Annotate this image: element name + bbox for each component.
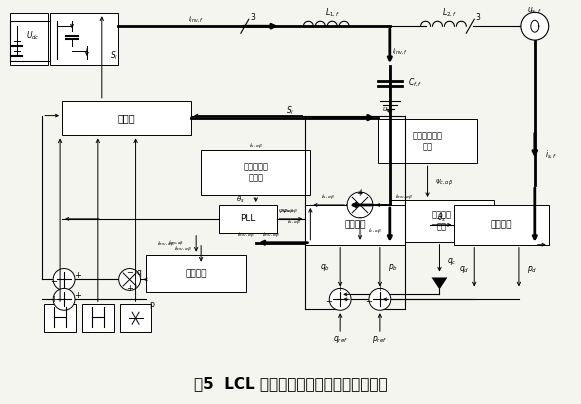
Bar xyxy=(219,205,277,233)
Text: 功率估算: 功率估算 xyxy=(185,269,207,278)
Text: $C_{f,f}$: $C_{f,f}$ xyxy=(408,77,422,89)
Text: $U_{dc}$: $U_{dc}$ xyxy=(26,30,40,42)
Circle shape xyxy=(521,12,548,40)
Text: $i_{inv,\alpha\beta}$: $i_{inv,\alpha\beta}$ xyxy=(237,231,255,241)
Text: $q_b$: $q_b$ xyxy=(320,262,330,273)
Bar xyxy=(50,13,118,65)
Text: $-$: $-$ xyxy=(365,295,373,304)
Text: $\theta_s$: $\theta_s$ xyxy=(437,212,446,224)
Text: $\psi_{s,\alpha\beta}$: $\psi_{s,\alpha\beta}$ xyxy=(278,207,295,217)
Text: $L_{1,f}$: $L_{1,f}$ xyxy=(325,7,340,19)
Text: 谐波控制: 谐波控制 xyxy=(345,220,366,229)
Text: $+$: $+$ xyxy=(50,295,58,304)
Text: $q_c$: $q_c$ xyxy=(447,256,457,267)
Bar xyxy=(201,150,310,195)
Text: p: p xyxy=(149,300,155,309)
Circle shape xyxy=(119,269,141,290)
Text: $u_{dc}$: $u_{dc}$ xyxy=(382,106,394,115)
Text: $u_{s,f}$: $u_{s,f}$ xyxy=(528,6,542,17)
Text: 电容无功
估算: 电容无功 估算 xyxy=(432,211,452,231)
Bar xyxy=(390,200,494,242)
Text: $p_d$: $p_d$ xyxy=(527,264,537,275)
Circle shape xyxy=(53,288,75,310)
Circle shape xyxy=(53,269,75,290)
Text: 有源阻尼: 有源阻尼 xyxy=(491,220,512,229)
Text: $i_{inv,\alpha\beta}$: $i_{inv,\alpha\beta}$ xyxy=(157,240,175,250)
Text: $L_{2,f}$: $L_{2,f}$ xyxy=(442,7,457,19)
Text: $i_{s,\alpha\beta}$: $i_{s,\alpha\beta}$ xyxy=(321,193,335,203)
Text: $\psi_{s,\alpha\beta}$: $\psi_{s,\alpha\beta}$ xyxy=(282,207,299,217)
Text: 电容虚拟磁链
估计: 电容虚拟磁链 估计 xyxy=(413,131,443,151)
Text: $i_{s,\alpha\beta}$: $i_{s,\alpha\beta}$ xyxy=(249,142,263,152)
Text: $+$: $+$ xyxy=(376,283,384,293)
Text: $i_{inv,\alpha\beta}$: $i_{inv,\alpha\beta}$ xyxy=(261,231,279,241)
Text: $\theta_s$: $\theta_s$ xyxy=(236,195,245,205)
Text: $i_{s,\alpha\beta}$: $i_{s,\alpha\beta}$ xyxy=(286,218,300,228)
Text: $+$: $+$ xyxy=(125,283,134,293)
Bar xyxy=(44,304,76,332)
Circle shape xyxy=(329,288,351,310)
Text: $i_{inv,\alpha\beta}$: $i_{inv,\alpha\beta}$ xyxy=(168,239,184,249)
Text: +: + xyxy=(357,187,363,197)
Text: $i_{inv,\alpha\beta}$: $i_{inv,\alpha\beta}$ xyxy=(394,193,413,203)
Text: $i_{s,f}$: $i_{s,f}$ xyxy=(545,149,557,162)
Text: $+$: $+$ xyxy=(74,290,82,300)
Text: q: q xyxy=(137,268,142,277)
Text: $-$: $-$ xyxy=(325,295,333,304)
Bar xyxy=(62,101,191,135)
Text: $-$: $-$ xyxy=(50,275,58,284)
Bar xyxy=(10,13,48,65)
Text: 图5  LCL 型并网逆变器直接功率控制框图: 图5 LCL 型并网逆变器直接功率控制框图 xyxy=(193,376,388,391)
Circle shape xyxy=(347,192,373,218)
Text: $i_{inv,\alpha\beta}$: $i_{inv,\alpha\beta}$ xyxy=(174,244,192,255)
Text: $q_{ref}$: $q_{ref}$ xyxy=(333,334,347,345)
Text: $S_i$: $S_i$ xyxy=(286,104,295,117)
Bar xyxy=(306,205,405,245)
Text: 开关表: 开关表 xyxy=(118,113,135,123)
Text: $+$: $+$ xyxy=(336,283,344,293)
Text: $i_{c,\alpha\beta}$: $i_{c,\alpha\beta}$ xyxy=(368,227,382,237)
Text: $\psi_{c,\alpha\beta}$: $\psi_{c,\alpha\beta}$ xyxy=(436,178,454,188)
Text: $p_b$: $p_b$ xyxy=(388,262,398,273)
Text: $i_{inv,f}$: $i_{inv,f}$ xyxy=(188,14,205,24)
Bar xyxy=(82,304,114,332)
Text: 电网虚拟磁
链估计: 电网虚拟磁 链估计 xyxy=(243,163,268,183)
Text: 3: 3 xyxy=(250,13,255,22)
Bar xyxy=(146,255,246,292)
Bar xyxy=(454,205,548,245)
Text: $i_{inv,f}$: $i_{inv,f}$ xyxy=(392,46,408,56)
Text: -: - xyxy=(358,213,361,222)
Text: 3: 3 xyxy=(476,13,480,22)
Text: $S_i$: $S_i$ xyxy=(110,50,118,62)
Circle shape xyxy=(369,288,391,310)
Text: $q_d$: $q_d$ xyxy=(459,264,469,275)
Text: $+$: $+$ xyxy=(356,188,364,198)
Bar xyxy=(378,119,477,163)
Bar xyxy=(120,304,152,332)
Text: $+$: $+$ xyxy=(74,271,82,280)
Text: $-$: $-$ xyxy=(125,266,134,275)
Text: $p_{ref}$: $p_{ref}$ xyxy=(372,334,388,345)
Text: PLL: PLL xyxy=(240,215,256,223)
Polygon shape xyxy=(432,278,447,289)
